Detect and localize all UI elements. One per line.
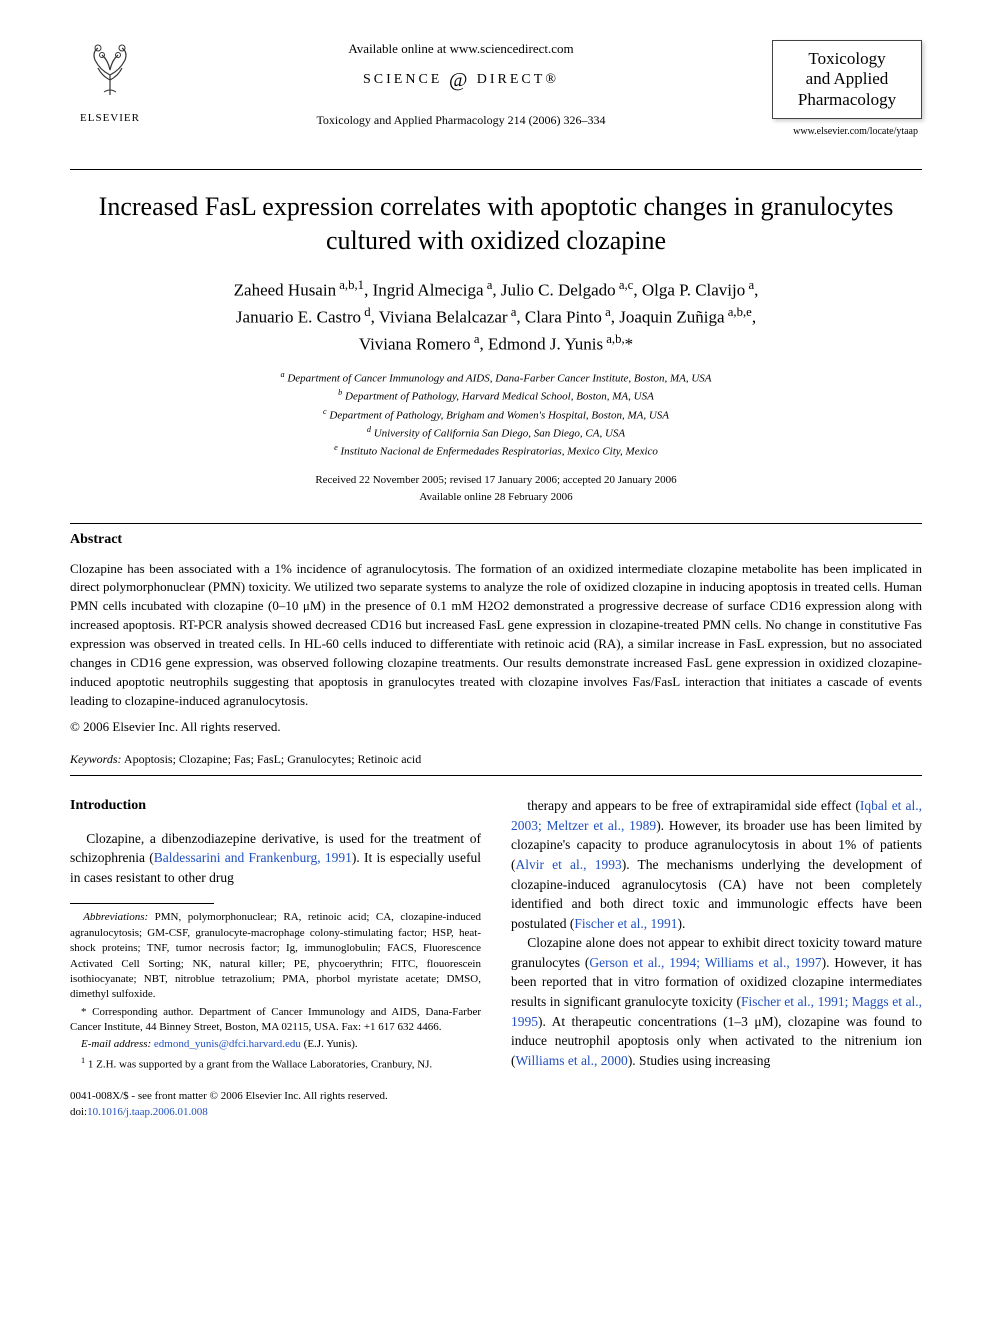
cite-link[interactable]: Williams et al., 2000: [516, 1053, 628, 1068]
abbrev-footnote: Abbreviations: PMN, polymorphonuclear; R…: [70, 910, 481, 1002]
journal-name-l2: and Applied: [806, 69, 889, 88]
author-list: Zaheed Husain a,b,1, Ingrid Almeciga a, …: [70, 276, 922, 357]
rule-mid: [70, 523, 922, 524]
intro-p2a: therapy and appears to be free of extrap…: [527, 798, 860, 813]
history-dates: Received 22 November 2005; revised 17 Ja…: [315, 474, 676, 486]
cite-link[interactable]: Baldessarini and Frankenburg, 1991: [154, 850, 352, 865]
rule-top: [70, 169, 922, 170]
intro-p3d: ). Studies using increasing: [628, 1053, 770, 1068]
article-title: Increased FasL expression correlates wit…: [70, 190, 922, 258]
page-header: ELSEVIER Available online at www.science…: [70, 40, 922, 139]
sd-right: DIRECT®: [477, 72, 559, 87]
note1-text: 1 Z.H. was supported by a grant from the…: [88, 1059, 432, 1071]
publisher-box: ELSEVIER: [70, 40, 150, 126]
email-who: (E.J. Yunis).: [304, 1038, 358, 1050]
journal-name-l1: Toxicology: [808, 49, 885, 68]
online-date: Available online 28 February 2006: [419, 491, 572, 503]
front-matter: 0041-008X/$ - see front matter © 2006 El…: [70, 1089, 481, 1105]
body-columns: Introduction Clozapine, a dibenzodiazepi…: [70, 796, 922, 1120]
affil-b: Department of Pathology, Harvard Medical…: [345, 391, 654, 403]
doi-line: doi:10.1016/j.taap.2006.01.008: [70, 1105, 481, 1121]
keywords-label: Keywords:: [70, 752, 122, 766]
intro-p2d: ).: [677, 916, 685, 931]
cite-link[interactable]: Alvir et al., 1993: [516, 857, 622, 872]
intro-p2: therapy and appears to be free of extrap…: [511, 796, 922, 933]
affiliations: a Department of Cancer Immunology and AI…: [70, 369, 922, 460]
footnote-separator: [70, 903, 214, 904]
journal-url: www.elsevier.com/locate/ytaap: [772, 125, 922, 139]
corresponding-footnote: * Corresponding author. Department of Ca…: [70, 1005, 481, 1036]
available-online-text: Available online at www.sciencedirect.co…: [170, 40, 752, 58]
journal-box-wrap: Toxicology and Applied Pharmacology www.…: [772, 40, 922, 139]
abstract-heading: Abstract: [70, 530, 922, 550]
right-column: therapy and appears to be free of extrap…: [511, 796, 922, 1120]
sciencedirect-logo: SCIENCE @ DIRECT®: [170, 66, 752, 94]
intro-heading: Introduction: [70, 796, 481, 816]
intro-p1: Clozapine, a dibenzodiazepine derivative…: [70, 829, 481, 888]
doi-label: doi:: [70, 1106, 87, 1118]
affil-a: Department of Cancer Immunology and AIDS…: [287, 373, 711, 385]
elsevier-tree-icon: [80, 40, 140, 100]
intro-p3: Clozapine alone does not appear to exhib…: [511, 933, 922, 1070]
abbrev-text: PMN, polymorphonuclear; RA, retinoic aci…: [70, 911, 481, 1000]
left-column: Introduction Clozapine, a dibenzodiazepi…: [70, 796, 481, 1120]
rule-bottom: [70, 775, 922, 776]
footnotes: Abbreviations: PMN, polymorphonuclear; R…: [70, 910, 481, 1073]
cite-link[interactable]: Gerson et al., 1994; Williams et al., 19…: [589, 955, 821, 970]
abstract-body: Clozapine has been associated with a 1% …: [70, 560, 922, 711]
article-dates: Received 22 November 2005; revised 17 Ja…: [70, 472, 922, 505]
cite-link[interactable]: Fischer et al., 1991: [574, 916, 677, 931]
doi-link[interactable]: 10.1016/j.taap.2006.01.008: [87, 1106, 208, 1118]
abbrev-label: Abbreviations:: [83, 911, 148, 923]
affil-d: University of California San Diego, San …: [374, 427, 625, 439]
affil-e: Instituto Nacional de Enfermedades Respi…: [341, 446, 658, 458]
sd-left: SCIENCE: [363, 72, 442, 87]
journal-name-l3: Pharmacology: [798, 90, 896, 109]
email-footnote: E-mail address: edmond_yunis@dfci.harvar…: [70, 1037, 481, 1052]
support-footnote: 1 1 Z.H. was supported by a grant from t…: [70, 1055, 481, 1073]
email-link[interactable]: edmond_yunis@dfci.harvard.edu: [154, 1038, 301, 1050]
publisher-name: ELSEVIER: [70, 111, 150, 126]
email-label: E-mail address:: [81, 1038, 151, 1050]
keywords-text: Apoptosis; Clozapine; Fas; FasL; Granulo…: [124, 752, 421, 766]
journal-cover-box: Toxicology and Applied Pharmacology: [772, 40, 922, 119]
center-header: Available online at www.sciencedirect.co…: [150, 40, 772, 129]
page-footer: 0041-008X/$ - see front matter © 2006 El…: [70, 1089, 481, 1121]
sd-at-icon: @: [449, 69, 470, 91]
citation-line: Toxicology and Applied Pharmacology 214 …: [170, 112, 752, 129]
abstract-copyright: © 2006 Elsevier Inc. All rights reserved…: [70, 718, 922, 736]
keywords-line: Keywords: Apoptosis; Clozapine; Fas; Fas…: [70, 751, 922, 768]
journal-name: Toxicology and Applied Pharmacology: [777, 49, 917, 110]
affil-c: Department of Pathology, Brigham and Wom…: [329, 409, 669, 421]
